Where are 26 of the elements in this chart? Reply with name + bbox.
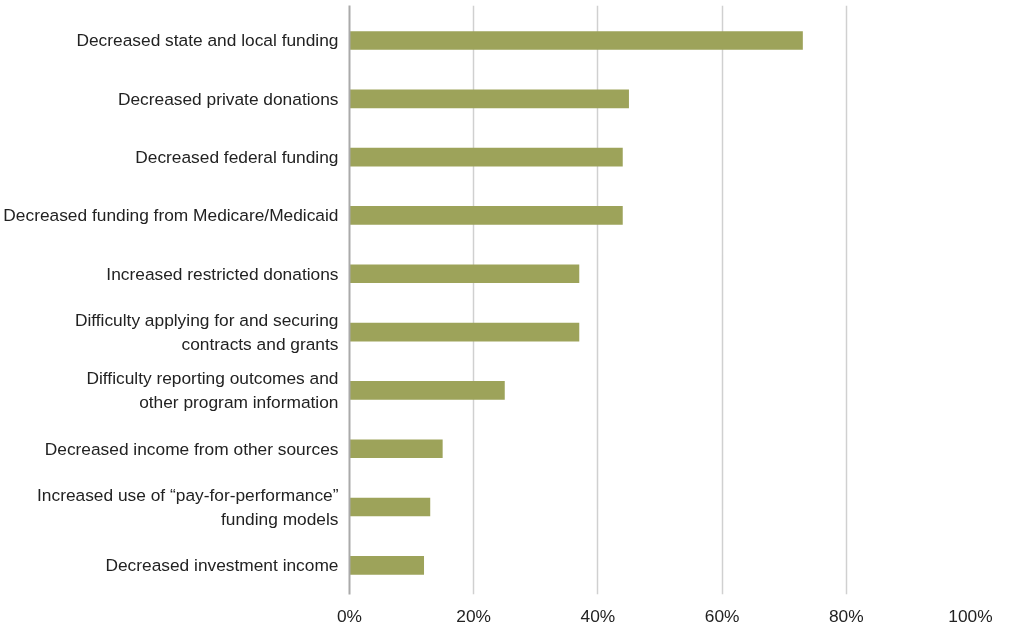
bar xyxy=(349,439,443,459)
bar xyxy=(349,264,580,284)
x-tick-label: 0% xyxy=(336,605,363,626)
y-tick-label: Decreased income from other sources xyxy=(44,438,339,459)
y-tick-label: Increased use of “pay-for-performance” funding models xyxy=(37,485,339,530)
y-tick-label: Increased restricted donations xyxy=(106,263,339,284)
y-tick-label: Decreased investment income xyxy=(105,555,339,576)
bar xyxy=(349,206,623,225)
y-tick-label: Decreased federal funding xyxy=(135,147,339,168)
y-tick-label: Decreased private donations xyxy=(117,88,339,109)
bar xyxy=(349,89,629,109)
x-tick-label: 20% xyxy=(456,605,492,626)
bar xyxy=(349,31,803,50)
y-tick-label: Decreased state and local funding xyxy=(76,30,339,51)
bar xyxy=(349,381,505,400)
x-tick-label: 100% xyxy=(948,605,993,626)
bar xyxy=(349,556,425,575)
y-tick-label: Decreased funding from Medicare/Medicaid xyxy=(3,205,339,226)
x-tick-label: 80% xyxy=(828,605,864,626)
bar xyxy=(349,147,623,167)
bar xyxy=(349,497,431,517)
x-tick-label: 40% xyxy=(580,605,616,626)
y-tick-label: Difficulty applying for and securing contracts and grants xyxy=(74,310,339,355)
x-tick-label: 60% xyxy=(704,605,740,626)
bar xyxy=(349,322,580,342)
y-tick-label: Difficulty reporting outcomes and other program information xyxy=(86,368,339,413)
